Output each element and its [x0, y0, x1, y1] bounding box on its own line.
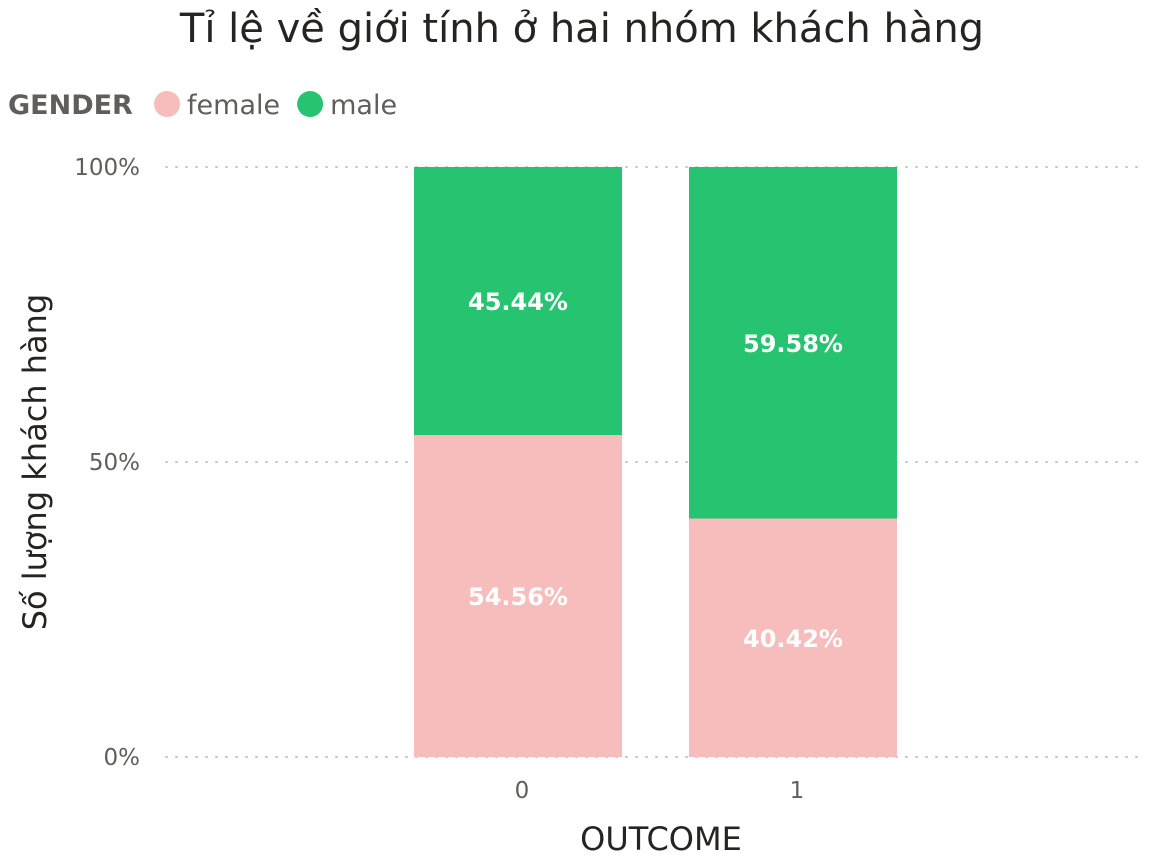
- x-tick-label: 0: [515, 778, 530, 804]
- y-tick-label: 100%: [74, 155, 140, 181]
- y-tick-label: 0%: [104, 745, 141, 771]
- gridlines: [165, 166, 1147, 758]
- legend-label: female: [187, 90, 280, 121]
- legend-label: male: [330, 90, 397, 121]
- legend-item-male[interactable]: male: [297, 90, 397, 121]
- chart-title: Tỉ lệ về giới tính ở hai nhóm khách hàng: [179, 6, 984, 52]
- data-label-female-1: 40.42%: [743, 625, 843, 653]
- bar-female-0[interactable]: [414, 435, 622, 757]
- y-tick-label: 50%: [89, 450, 140, 476]
- data-label-male-1: 59.58%: [743, 330, 843, 358]
- y-axis-title: Số lượng khách hàng: [16, 294, 54, 631]
- legend-swatch: [297, 91, 324, 117]
- legend: GENDER female male: [8, 90, 397, 121]
- data-labels: 54.56% 45.44% 40.42% 59.58%: [468, 288, 843, 653]
- data-label-female-0: 54.56%: [468, 583, 568, 611]
- x-tick-label: 1: [790, 778, 805, 804]
- legend-swatch: [154, 91, 181, 117]
- x-axis-title: OUTCOME: [580, 820, 742, 858]
- bar-male-0[interactable]: [414, 167, 622, 436]
- bar-female-1[interactable]: [689, 518, 897, 757]
- data-label-male-0: 45.44%: [468, 288, 568, 316]
- y-axis: 0% 50% 100%: [74, 155, 140, 771]
- legend-title: GENDER: [8, 90, 133, 121]
- bars: [414, 167, 897, 757]
- legend-item-female[interactable]: female: [154, 90, 280, 121]
- bar-male-1[interactable]: [689, 167, 897, 519]
